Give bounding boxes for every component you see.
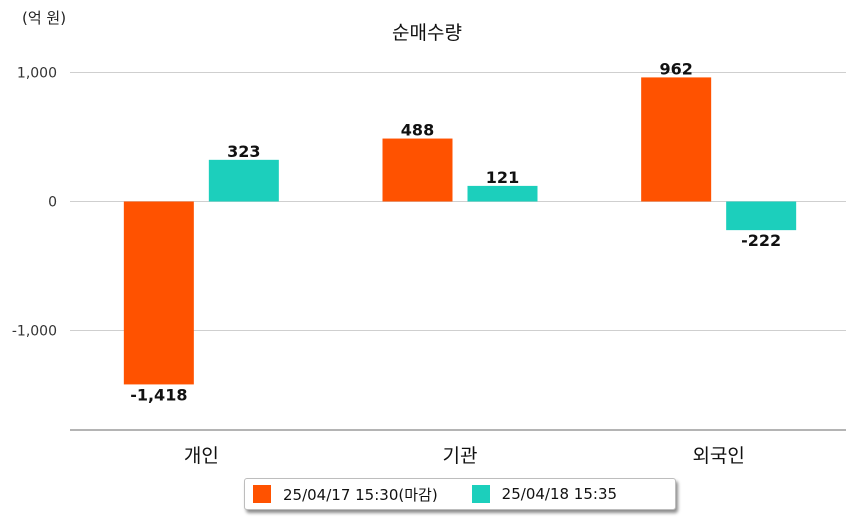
data-label: -1,418 <box>130 385 187 404</box>
x-tick-label: 외국인 <box>692 445 744 467</box>
bar-1[interactable] <box>641 77 711 201</box>
bar-2[interactable] <box>209 160 279 202</box>
bar-2[interactable] <box>468 186 538 202</box>
legend-swatch-series-1 <box>253 485 271 503</box>
data-label: 962 <box>659 59 692 78</box>
bar-1[interactable] <box>383 139 453 202</box>
y-tick-label: -1,000 <box>12 324 57 340</box>
bar-1[interactable] <box>124 202 194 385</box>
legend-item-series-2[interactable]: 25/04/18 15:35 <box>472 485 617 503</box>
data-label: 121 <box>486 168 519 187</box>
data-label: -222 <box>741 231 781 250</box>
legend-swatch-series-2 <box>472 485 490 503</box>
x-tick-label: 기관 <box>443 445 478 467</box>
data-label: 488 <box>401 121 434 140</box>
legend-label-series-1: 25/04/17 15:30(마감) <box>283 484 438 505</box>
x-tick-label: 개인 <box>184 445 219 467</box>
y-tick-label: 1,000 <box>17 66 57 82</box>
y-tick-label: 0 <box>48 195 57 211</box>
bar-2[interactable] <box>726 202 796 231</box>
legend-label-series-2: 25/04/18 15:35 <box>502 485 617 503</box>
chart-legend: 25/04/17 15:30(마감) 25/04/18 15:35 <box>244 478 676 510</box>
legend-item-series-1[interactable]: 25/04/17 15:30(마감) <box>253 484 438 505</box>
data-label: 323 <box>227 142 260 161</box>
